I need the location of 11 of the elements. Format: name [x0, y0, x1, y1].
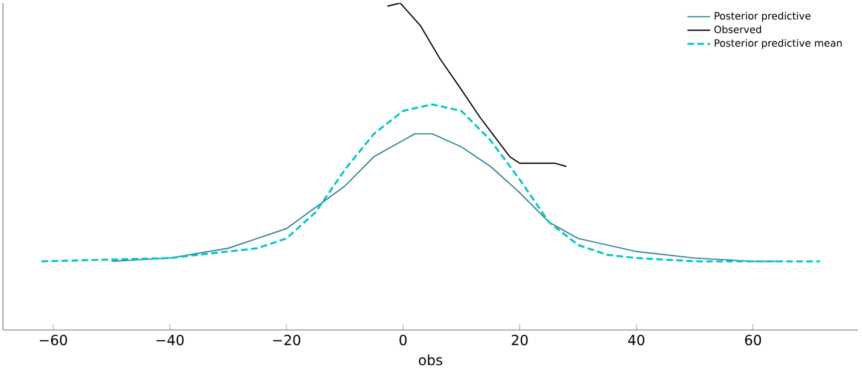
x-tick-label: 60 [745, 334, 761, 346]
x-tick-label: 40 [628, 334, 644, 346]
legend-label: Posterior predictive mean [714, 39, 842, 49]
x-tick-label: 20 [512, 334, 528, 346]
x-axis-title: obs [418, 354, 442, 366]
x-tick-label: −20 [273, 334, 300, 346]
x-tick-label: −60 [40, 334, 67, 346]
x-tick-label: 0 [400, 334, 407, 346]
legend-label: Posterior predictive [714, 12, 810, 22]
legend-label: Observed [714, 25, 762, 34]
x-tick-label: −40 [156, 334, 184, 346]
